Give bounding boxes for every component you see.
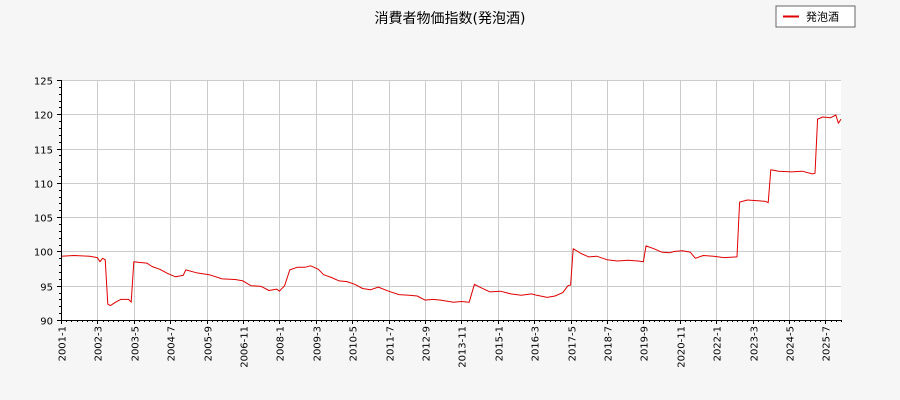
- x-tick-label: 2019-9: [640, 326, 651, 361]
- x-tick-label: 2005-9: [204, 326, 215, 361]
- y-tick-label: 110: [34, 180, 53, 191]
- x-tick-label: 2009-3: [313, 326, 324, 361]
- y-tick-label: 120: [34, 111, 53, 122]
- legend: 発泡酒: [775, 5, 856, 28]
- y-tick-label: 100: [34, 248, 53, 259]
- x-tick-label: 2004-7: [167, 326, 178, 361]
- x-axis-ticks: 2001-1 2002-3 2003-5 2004-7 2005-9 2006-11 200…: [58, 326, 833, 368]
- y-tick-label: 115: [34, 146, 53, 157]
- y-tick-label: 125: [34, 77, 53, 88]
- series-line: [60, 114, 842, 307]
- x-tick-label: 2016-3: [531, 326, 542, 361]
- x-tick-label: 2018-7: [604, 326, 615, 361]
- chart-title: 消費者物価指数(発泡酒): [375, 11, 526, 27]
- x-tick-label: 2010-5: [349, 326, 360, 361]
- y-axis-ticks: 90 95 100 105 110 115 120 125: [34, 77, 53, 328]
- x-tick-label: 2013-11: [458, 326, 469, 368]
- x-tick-label: 2020-11: [677, 326, 688, 368]
- x-tick-label: 2011-7: [386, 326, 397, 361]
- x-tick-label: 2012-9: [422, 326, 433, 361]
- x-tick-label: 2002-3: [94, 326, 105, 361]
- legend-box: [775, 5, 856, 28]
- x-tick-label: 2001-1: [58, 326, 69, 361]
- x-tick-label: 2003-5: [131, 326, 142, 361]
- x-tick-label: 2023-3: [750, 326, 761, 361]
- y-tick-label: 90: [40, 317, 53, 328]
- x-tick-label: 2022-1: [713, 326, 724, 361]
- x-tick-label: 2025-7: [822, 326, 833, 361]
- x-tick-label: 2006-11: [240, 326, 251, 368]
- x-tick-label: 2024-5: [786, 326, 797, 361]
- y-tick-label: 105: [34, 214, 53, 225]
- x-tick-label: 2015-1: [495, 326, 506, 361]
- series-layer: [60, 114, 842, 307]
- axes: [57, 80, 842, 324]
- x-tick-label: 2008-1: [276, 326, 287, 361]
- gridlines: [61, 80, 841, 321]
- y-tick-label: 95: [40, 283, 53, 294]
- plot-area: [61, 80, 841, 320]
- x-tick-label: 2017-5: [568, 326, 579, 361]
- legend-label: 発泡酒: [806, 10, 839, 24]
